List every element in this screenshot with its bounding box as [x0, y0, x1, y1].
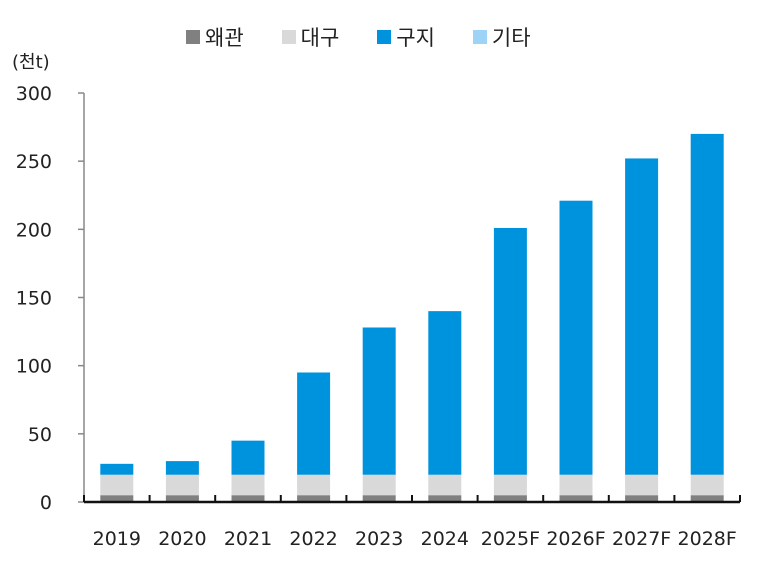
- bar-segment-구지-2026F: [559, 200, 593, 475]
- legend-swatch: [472, 30, 487, 44]
- y-tick-label: 300: [16, 83, 52, 105]
- bar-segment-왜관-2023: [362, 495, 396, 502]
- bar-segment-왜관-2021: [231, 495, 265, 502]
- bar-segment-왜관-2025F: [493, 495, 527, 502]
- legend-label: 구지: [396, 26, 435, 50]
- bar-segment-구지-2027F: [625, 158, 659, 475]
- y-tick-label: 100: [16, 356, 52, 378]
- legend-label: 왜관: [205, 26, 244, 50]
- legend-swatch: [186, 30, 200, 44]
- x-tick-label: 2022: [289, 528, 337, 550]
- bar-segment-구지-2023: [362, 327, 396, 475]
- legend-label: 대구: [300, 26, 340, 50]
- x-tick-label: 2021: [224, 528, 272, 550]
- legend-item: 기타: [472, 22, 531, 52]
- bar-segment-왜관-2026F: [559, 495, 593, 502]
- x-tick-label: 2019: [93, 528, 141, 550]
- y-tick-label: 50: [28, 424, 52, 446]
- bar-segment-구지-2028F: [690, 133, 724, 475]
- y-tick-label: 150: [16, 288, 52, 310]
- bar-segment-구지-2025F: [493, 227, 527, 475]
- bar-segment-대구-2027F: [625, 474, 659, 496]
- bar-segment-왜관-2028F: [690, 495, 724, 502]
- bar-segment-구지-2019: [100, 463, 134, 475]
- bar-segment-구지-2024: [428, 311, 462, 475]
- bar-segment-대구-2020: [165, 474, 199, 496]
- x-tick-label: 2020: [158, 528, 206, 550]
- legend-item: 대구: [281, 22, 340, 52]
- x-tick-label: 2023: [355, 528, 403, 550]
- y-axis-unit-label: (천t): [12, 52, 50, 73]
- legend-label: 기타: [491, 26, 531, 50]
- bar-segment-왜관-2020: [165, 495, 199, 502]
- x-tick-label: 2027F: [612, 528, 671, 550]
- bar-segment-왜관-2022: [297, 495, 331, 502]
- legend-swatch: [281, 30, 296, 44]
- legend-swatch: [377, 30, 392, 44]
- bar-segment-대구-2024: [428, 474, 462, 496]
- x-tick-label: 2026F: [546, 528, 605, 550]
- legend-item: 구지: [377, 22, 435, 52]
- bar-segment-왜관-2019: [100, 495, 134, 502]
- bar-segment-구지-2020: [165, 461, 199, 475]
- bar-segment-대구-2022: [297, 474, 331, 496]
- bar-segment-대구-2019: [100, 474, 134, 496]
- bar-segment-대구-2026F: [559, 474, 593, 496]
- y-tick-label: 200: [16, 219, 52, 241]
- x-tick-label: 2028F: [678, 528, 737, 550]
- bar-segment-대구-2025F: [493, 474, 527, 496]
- bar-segment-대구-2021: [231, 474, 265, 496]
- bar-segment-구지-2022: [297, 372, 331, 475]
- bar-segment-대구-2028F: [690, 474, 724, 496]
- bar-segment-대구-2023: [362, 474, 396, 496]
- bar-segment-구지-2021: [231, 440, 265, 475]
- bar-segment-왜관-2024: [428, 495, 462, 502]
- bar-segment-왜관-2027F: [625, 495, 659, 502]
- y-tick-label: 0: [40, 492, 52, 514]
- legend-item: 왜관: [186, 22, 244, 52]
- x-tick-label: 2025F: [481, 528, 540, 550]
- y-tick-label: 250: [16, 151, 52, 173]
- x-tick-label: 2024: [421, 528, 469, 550]
- legend: 왜관 대구 구지 기타: [186, 22, 531, 52]
